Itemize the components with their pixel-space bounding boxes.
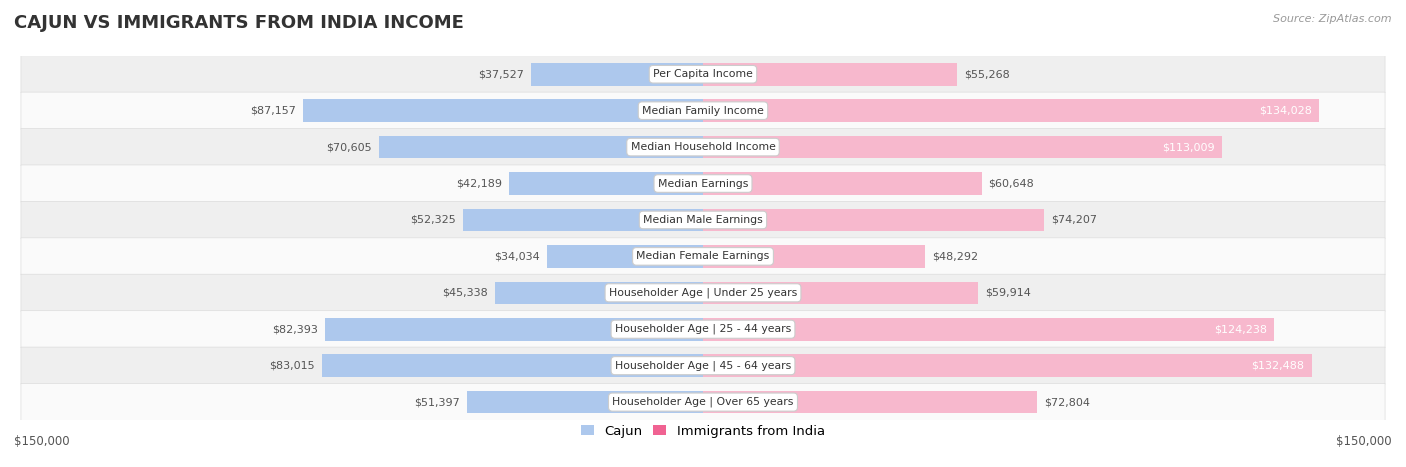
Bar	[703, 99, 1319, 122]
Text: $134,028: $134,028	[1258, 106, 1312, 116]
Bar	[322, 354, 703, 377]
Bar	[703, 136, 1222, 158]
Bar	[703, 282, 979, 304]
Bar	[509, 172, 703, 195]
FancyBboxPatch shape	[21, 165, 1385, 202]
Bar	[325, 318, 703, 340]
Text: Source: ZipAtlas.com: Source: ZipAtlas.com	[1274, 14, 1392, 24]
Text: $48,292: $48,292	[932, 251, 977, 262]
FancyBboxPatch shape	[21, 201, 1385, 239]
Bar	[467, 391, 703, 413]
Text: $150,000: $150,000	[1336, 435, 1392, 448]
Bar	[703, 318, 1274, 340]
FancyBboxPatch shape	[21, 311, 1385, 348]
FancyBboxPatch shape	[21, 274, 1385, 311]
Text: $70,605: $70,605	[326, 142, 371, 152]
Text: $55,268: $55,268	[963, 69, 1010, 79]
Bar	[530, 63, 703, 85]
Text: $150,000: $150,000	[14, 435, 70, 448]
Bar	[378, 136, 703, 158]
FancyBboxPatch shape	[21, 128, 1385, 166]
Text: Median Family Income: Median Family Income	[643, 106, 763, 116]
Text: Householder Age | 25 - 44 years: Householder Age | 25 - 44 years	[614, 324, 792, 334]
FancyBboxPatch shape	[21, 383, 1385, 421]
Text: $132,488: $132,488	[1251, 361, 1305, 371]
Text: $72,804: $72,804	[1045, 397, 1090, 407]
Legend: Cajun, Immigrants from India: Cajun, Immigrants from India	[575, 419, 831, 443]
Text: $59,914: $59,914	[986, 288, 1031, 298]
Bar	[703, 391, 1038, 413]
FancyBboxPatch shape	[21, 238, 1385, 275]
Text: $37,527: $37,527	[478, 69, 524, 79]
FancyBboxPatch shape	[21, 92, 1385, 129]
Bar	[463, 209, 703, 231]
Text: $51,397: $51,397	[415, 397, 460, 407]
Text: Median Household Income: Median Household Income	[630, 142, 776, 152]
Bar	[547, 245, 703, 268]
FancyBboxPatch shape	[21, 347, 1385, 384]
Text: $87,157: $87,157	[250, 106, 295, 116]
Text: Per Capita Income: Per Capita Income	[652, 69, 754, 79]
FancyBboxPatch shape	[21, 56, 1385, 93]
Text: $74,207: $74,207	[1050, 215, 1097, 225]
Bar	[302, 99, 703, 122]
Text: $34,034: $34,034	[494, 251, 540, 262]
Text: CAJUN VS IMMIGRANTS FROM INDIA INCOME: CAJUN VS IMMIGRANTS FROM INDIA INCOME	[14, 14, 464, 32]
Text: Median Earnings: Median Earnings	[658, 178, 748, 189]
Text: Householder Age | Under 25 years: Householder Age | Under 25 years	[609, 288, 797, 298]
Bar	[703, 172, 981, 195]
Bar	[703, 209, 1043, 231]
Bar	[703, 354, 1312, 377]
Text: Householder Age | Over 65 years: Householder Age | Over 65 years	[612, 397, 794, 407]
Text: $42,189: $42,189	[457, 178, 502, 189]
Text: $45,338: $45,338	[441, 288, 488, 298]
Text: Median Female Earnings: Median Female Earnings	[637, 251, 769, 262]
Bar	[703, 63, 957, 85]
Bar	[495, 282, 703, 304]
Text: $113,009: $113,009	[1163, 142, 1215, 152]
Text: Householder Age | 45 - 64 years: Householder Age | 45 - 64 years	[614, 361, 792, 371]
Bar	[703, 245, 925, 268]
Text: $82,393: $82,393	[271, 324, 318, 334]
Text: $52,325: $52,325	[411, 215, 456, 225]
Text: $60,648: $60,648	[988, 178, 1035, 189]
Text: $83,015: $83,015	[269, 361, 315, 371]
Text: Median Male Earnings: Median Male Earnings	[643, 215, 763, 225]
Text: $124,238: $124,238	[1213, 324, 1267, 334]
